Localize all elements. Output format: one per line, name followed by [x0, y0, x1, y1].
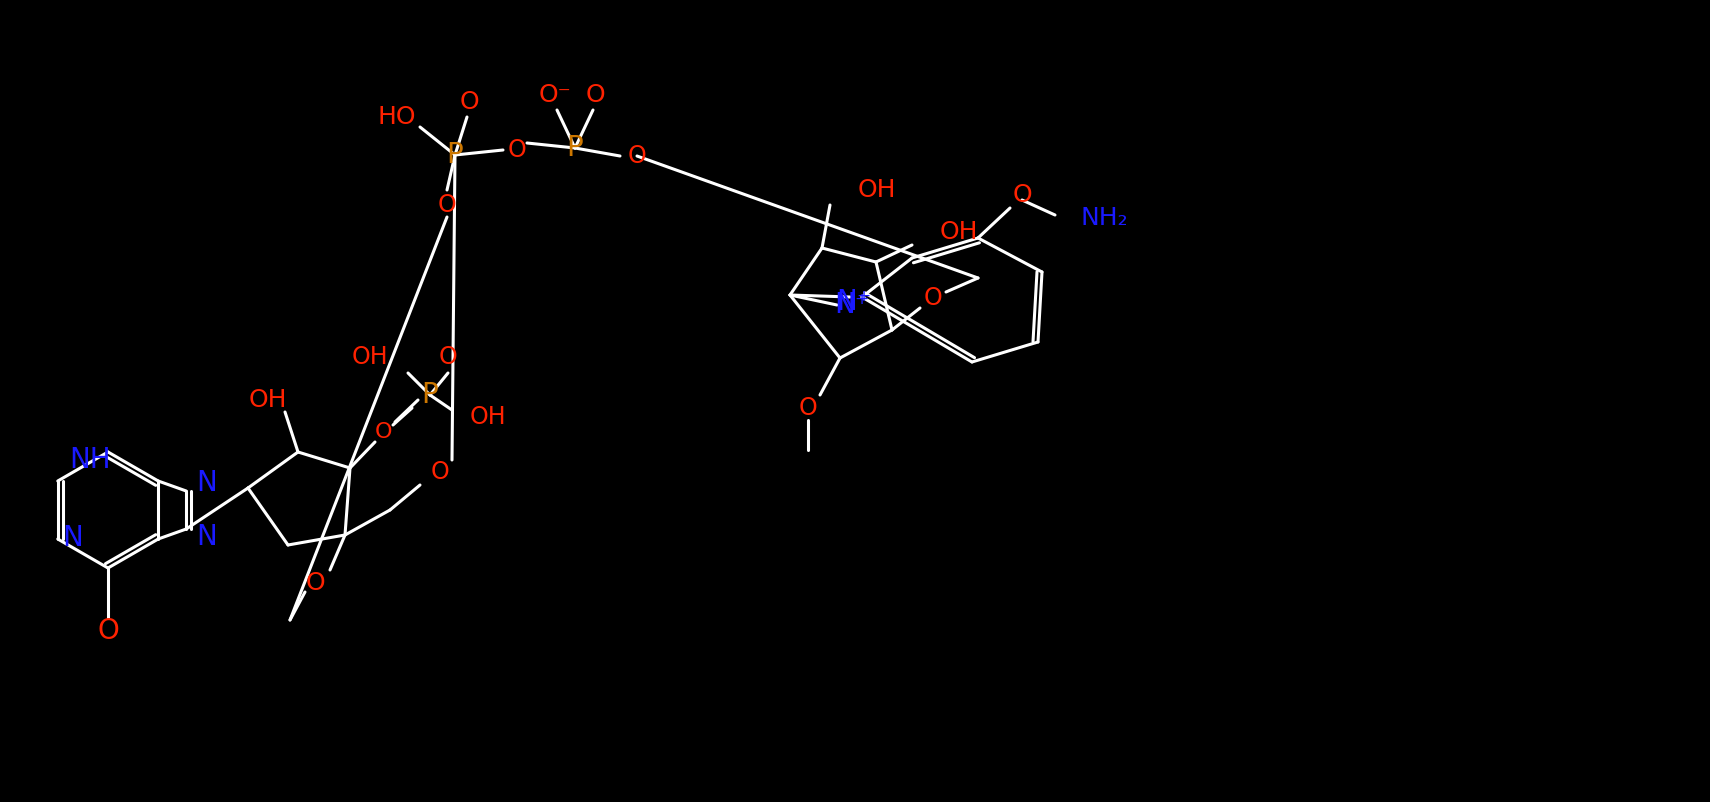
Text: O: O	[1012, 183, 1031, 207]
Text: N: N	[197, 523, 217, 551]
Text: O: O	[374, 422, 392, 442]
Text: N: N	[197, 469, 217, 497]
Text: O: O	[431, 460, 450, 484]
Text: OH: OH	[351, 345, 388, 369]
Text: OH: OH	[470, 405, 506, 429]
Text: N: N	[63, 524, 84, 552]
Text: OH: OH	[248, 388, 287, 412]
Text: O: O	[304, 571, 325, 595]
Text: P: P	[566, 134, 583, 162]
Text: O⁻: O⁻	[539, 83, 571, 107]
Text: P: P	[422, 381, 438, 409]
Text: HO: HO	[378, 105, 416, 129]
Text: OH: OH	[858, 178, 896, 202]
Text: O: O	[585, 83, 605, 107]
Text: O: O	[460, 90, 479, 114]
Text: O: O	[438, 193, 457, 217]
Text: N⁺: N⁺	[836, 288, 872, 316]
Text: N⁺: N⁺	[834, 291, 870, 319]
Text: O: O	[439, 345, 457, 369]
Text: O: O	[799, 396, 817, 420]
Text: O: O	[628, 144, 646, 168]
Text: O: O	[508, 138, 527, 162]
Text: NH: NH	[68, 446, 111, 474]
Text: NH₂: NH₂	[1081, 206, 1127, 230]
Text: O: O	[923, 286, 942, 310]
Text: OH: OH	[941, 220, 978, 244]
Text: P: P	[446, 141, 463, 169]
Text: O: O	[97, 617, 120, 645]
